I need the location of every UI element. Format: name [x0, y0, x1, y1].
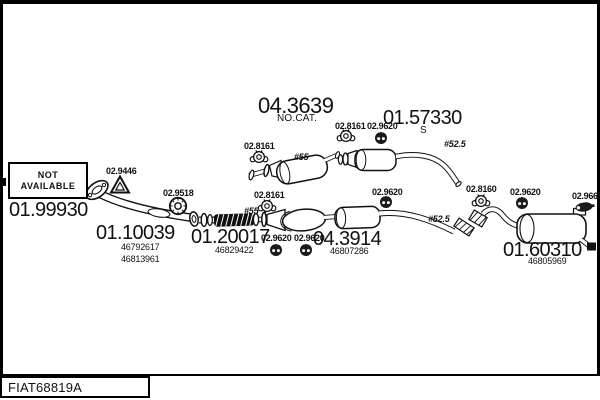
- no-cat-note: NO.CAT.: [277, 113, 318, 124]
- oe-number: 46829422: [215, 245, 254, 255]
- fastener-label-mount-rear[interactable]: 02.9665: [572, 191, 600, 201]
- diagram-border: [0, 0, 600, 376]
- hanger-bracket-mark: [587, 242, 596, 251]
- part-number-flex-pipe[interactable]: 01.20017: [191, 226, 270, 248]
- round-gasket-icon: [168, 196, 188, 216]
- diameter-label: #55: [294, 152, 309, 162]
- part-number-no-cat[interactable]: 04.3639: [258, 93, 334, 118]
- hanger-ring-icon: [269, 243, 283, 257]
- oe-number: 46813961: [121, 254, 160, 264]
- diagram-canvas: [85, 128, 596, 257]
- oe-number: 46805969: [528, 256, 567, 266]
- part-number-front-pipe-b[interactable]: 01.10039: [96, 222, 175, 244]
- front-pipe-drawing: [85, 179, 200, 227]
- rubber-mount-icon: [575, 202, 595, 212]
- not-available-box: NOT AVAILABLE: [8, 162, 88, 199]
- fastener-label-gasket-round[interactable]: 02.9518: [163, 188, 194, 198]
- no-cat-muffler-drawing: [248, 151, 341, 185]
- oe-number: 46807286: [330, 246, 369, 256]
- centre-muffler-drawing: [266, 205, 456, 235]
- hanger-ring-icon: [299, 243, 313, 257]
- hanger-ring-icon: [379, 195, 393, 209]
- hanger-ring-icon: [515, 196, 529, 210]
- fastener-label-clamp[interactable]: 02.8161: [254, 190, 285, 200]
- diameter-label: #55: [244, 206, 259, 216]
- fastener-label-hanger[interactable]: 02.9620: [261, 233, 292, 243]
- rear-silencer-drawing: [453, 206, 596, 251]
- oe-number: 46792617: [121, 242, 160, 252]
- part-number-front-pipe-a[interactable]: 01.99930: [9, 199, 88, 221]
- not-available-line1: NOT: [37, 169, 59, 180]
- part-number-rear-s[interactable]: 01.57330: [383, 107, 462, 129]
- diameter-label: #52.5: [444, 139, 466, 149]
- drawing-code: FIAT68819A: [8, 379, 83, 395]
- s-variant-note: S: [420, 125, 427, 136]
- part-number-centre-muffler[interactable]: 04.3914: [313, 228, 382, 250]
- triangle-gasket-icon: [109, 174, 131, 194]
- drawing-code-box: FIAT68819A: [0, 376, 150, 398]
- part-number-rear[interactable]: 01.60310: [503, 239, 582, 261]
- clamp-icon: [471, 193, 491, 208]
- fastener-label-clamp-rear[interactable]: 02.8160: [466, 184, 497, 194]
- fastener-label-hanger[interactable]: 02.9620: [367, 121, 398, 131]
- flex-pipe-drawing: [199, 210, 268, 228]
- diameter-label: #52.5: [428, 214, 450, 224]
- fastener-label-gasket-triangle[interactable]: 02.9446: [106, 166, 137, 176]
- clamp-icon: [336, 128, 356, 143]
- fastener-label-hanger[interactable]: 02.9620: [294, 233, 325, 243]
- rear-silencer-s-drawing: [337, 148, 462, 187]
- not-available-line2: AVAILABLE: [20, 180, 76, 191]
- fastener-label-clamp[interactable]: 02.8161: [244, 141, 275, 151]
- fastener-label-hanger[interactable]: 02.9620: [510, 187, 541, 197]
- edge-connector-mark: [0, 178, 6, 186]
- hanger-ring-icon: [374, 131, 388, 145]
- clamp-icon: [257, 198, 277, 213]
- fastener-label-hanger[interactable]: 02.9620: [372, 187, 403, 197]
- fastener-label-clamp[interactable]: 02.8161: [335, 121, 366, 131]
- clamp-icon: [249, 149, 269, 164]
